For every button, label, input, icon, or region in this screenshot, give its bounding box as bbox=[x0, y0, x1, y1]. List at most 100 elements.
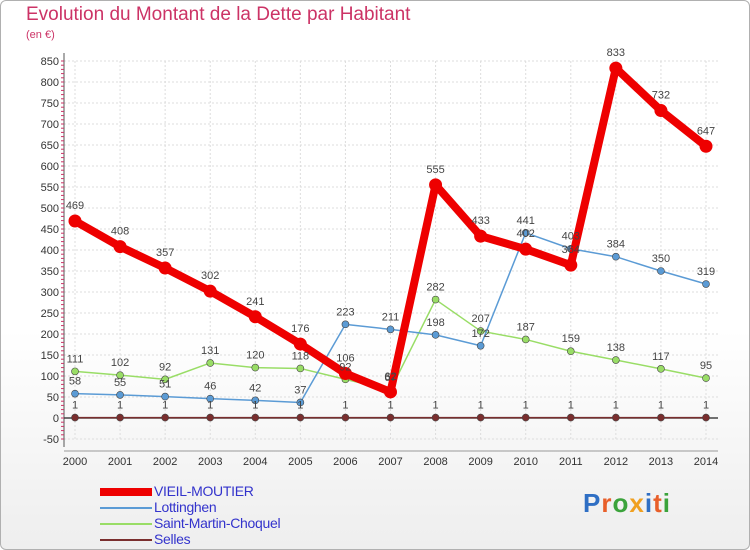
data-label: 241 bbox=[246, 296, 264, 308]
data-label: 384 bbox=[607, 239, 625, 251]
data-label: 1 bbox=[523, 400, 529, 412]
chart-title: Evolution du Montant de la Dette par Hab… bbox=[26, 4, 411, 25]
data-label: 120 bbox=[246, 350, 264, 362]
legend-label: Lottinghen bbox=[154, 499, 217, 515]
x-tick-label: 2013 bbox=[649, 456, 673, 468]
data-label: 1 bbox=[478, 400, 484, 412]
data-label: 408 bbox=[111, 226, 129, 238]
logo-letter: r bbox=[601, 488, 613, 518]
y-tick-label: 50 bbox=[47, 392, 59, 404]
legend-swatch bbox=[100, 488, 152, 496]
data-point bbox=[519, 242, 533, 256]
data-label: 302 bbox=[201, 270, 219, 282]
data-point bbox=[116, 413, 124, 422]
data-point bbox=[113, 240, 127, 254]
data-label: 1 bbox=[433, 400, 439, 412]
data-label: 37 bbox=[294, 384, 306, 396]
x-tick-label: 2012 bbox=[604, 456, 628, 468]
data-label: 364 bbox=[562, 244, 580, 256]
data-point bbox=[71, 367, 79, 376]
data-label: 403 bbox=[562, 231, 580, 243]
data-point bbox=[296, 364, 305, 373]
data-label: 1 bbox=[387, 400, 393, 412]
logo-letter: o bbox=[612, 488, 630, 518]
y-tick-label: 200 bbox=[41, 329, 59, 341]
data-point bbox=[654, 104, 668, 118]
data-label: 95 bbox=[700, 360, 712, 372]
y-tick-label: 450 bbox=[41, 224, 59, 236]
data-point bbox=[384, 385, 397, 399]
data-point bbox=[341, 413, 350, 422]
y-tick-label: 600 bbox=[41, 161, 59, 173]
data-label: 211 bbox=[382, 311, 400, 323]
data-label: 357 bbox=[156, 247, 174, 259]
data-label: 1 bbox=[703, 400, 709, 412]
y-tick-label: 800 bbox=[41, 77, 59, 89]
data-point bbox=[657, 413, 665, 422]
data-point bbox=[429, 178, 443, 192]
y-tick-label: -50 bbox=[43, 434, 59, 446]
data-label: 42 bbox=[249, 382, 261, 394]
data-label: 106 bbox=[336, 352, 354, 364]
y-tick-label: 250 bbox=[41, 308, 59, 320]
data-label: 51 bbox=[159, 379, 171, 391]
data-label: 187 bbox=[517, 321, 535, 333]
data-label: 469 bbox=[66, 200, 84, 212]
data-point bbox=[116, 391, 124, 399]
x-tick-label: 2007 bbox=[378, 456, 402, 468]
data-label: 102 bbox=[111, 357, 129, 369]
data-label: 441 bbox=[517, 215, 535, 227]
logo-letter: i bbox=[644, 488, 654, 518]
legend-swatch bbox=[100, 507, 152, 509]
data-label: 118 bbox=[292, 350, 310, 362]
data-point bbox=[251, 363, 260, 372]
data-label: 319 bbox=[697, 266, 715, 278]
data-point bbox=[293, 337, 307, 351]
data-point bbox=[612, 252, 620, 261]
x-tick-label: 2003 bbox=[198, 456, 222, 468]
y-tick-label: 850 bbox=[41, 56, 59, 68]
data-label: 1 bbox=[72, 400, 78, 412]
y-tick-label: 500 bbox=[41, 203, 59, 215]
x-tick-label: 2008 bbox=[423, 456, 447, 468]
proxiti-logo: Proxiti bbox=[583, 488, 671, 519]
gridlines bbox=[64, 60, 718, 440]
y-tick-label: 650 bbox=[41, 140, 59, 152]
data-point bbox=[431, 331, 440, 339]
data-label: 350 bbox=[652, 253, 670, 265]
data-point bbox=[251, 396, 260, 405]
data-point bbox=[521, 228, 530, 237]
data-label: 1 bbox=[342, 400, 348, 412]
data-label: 176 bbox=[291, 323, 309, 335]
data-label: 402 bbox=[517, 228, 535, 240]
data-point bbox=[251, 413, 260, 422]
series-lines bbox=[68, 61, 713, 422]
data-point bbox=[521, 413, 530, 422]
x-tick-label: 2014 bbox=[694, 456, 718, 468]
data-label: 55 bbox=[114, 377, 126, 389]
y-tick-label: 350 bbox=[41, 266, 59, 278]
data-label: 159 bbox=[562, 333, 580, 345]
data-point bbox=[609, 61, 623, 75]
x-tick-label: 2001 bbox=[108, 456, 132, 468]
data-point bbox=[206, 359, 215, 367]
legend-label: Saint-Martin-Choquel bbox=[154, 515, 281, 531]
y-tick-label: 750 bbox=[41, 98, 59, 110]
data-point bbox=[338, 366, 352, 380]
data-label: 732 bbox=[652, 90, 670, 102]
data-label: 433 bbox=[471, 215, 489, 227]
data-label: 833 bbox=[607, 47, 625, 59]
data-point bbox=[296, 413, 305, 422]
data-point bbox=[161, 375, 169, 384]
data-point bbox=[203, 284, 217, 298]
y-tick-label: 100 bbox=[41, 371, 59, 383]
y-tick-label: 150 bbox=[41, 350, 59, 362]
data-label: 223 bbox=[336, 306, 354, 318]
data-point bbox=[71, 389, 79, 398]
data-point bbox=[702, 413, 710, 422]
logo-letter: t bbox=[653, 488, 663, 518]
x-tick-label: 2002 bbox=[153, 456, 177, 468]
data-label: 1 bbox=[207, 400, 213, 412]
data-point bbox=[161, 392, 169, 401]
